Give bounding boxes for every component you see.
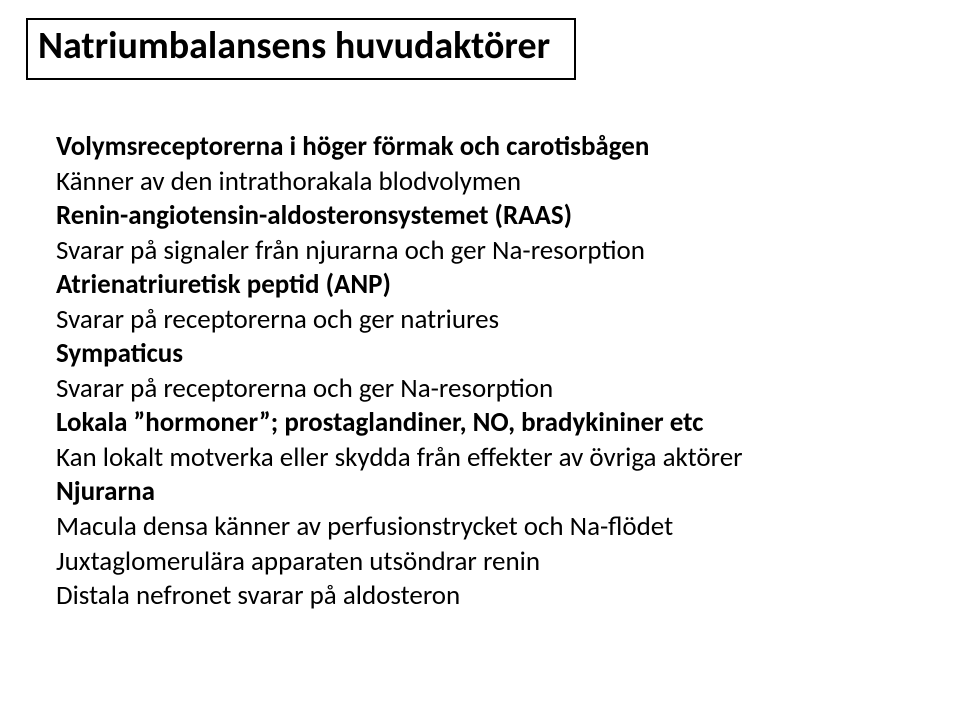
body-line: Distala nefronet svarar på aldosteron [56, 579, 940, 614]
body-line: Svarar på receptorerna och ger Na-resorp… [56, 372, 940, 407]
body-line: Njurarna [56, 475, 940, 510]
body-line: Macula densa känner av perfusionstrycket… [56, 510, 940, 545]
body-line: Renin-angiotensin-aldosteronsystemet (RA… [56, 199, 940, 234]
slide-body: Volymsreceptorerna i höger förmak och ca… [56, 130, 940, 614]
slide: Natriumbalansens huvudaktörer Volymsrece… [0, 0, 960, 712]
body-line: Sympaticus [56, 337, 940, 372]
body-line: Juxtaglomerulära apparaten utsöndrar ren… [56, 545, 940, 580]
body-line: Svarar på receptorerna och ger natriures [56, 303, 940, 338]
body-line: Volymsreceptorerna i höger förmak och ca… [56, 130, 940, 165]
slide-title-box: Natriumbalansens huvudaktörer [26, 18, 576, 80]
body-line: Svarar på signaler från njurarna och ger… [56, 234, 940, 269]
body-line: Kan lokalt motverka eller skydda från ef… [56, 441, 940, 476]
body-line: Känner av den intrathorakala blodvolymen [56, 165, 940, 200]
body-line: Atrienatriuretisk peptid (ANP) [56, 268, 940, 303]
body-line: Lokala ”hormoner”; prostaglandiner, NO, … [56, 406, 940, 441]
slide-title: Natriumbalansens huvudaktörer [38, 23, 550, 69]
